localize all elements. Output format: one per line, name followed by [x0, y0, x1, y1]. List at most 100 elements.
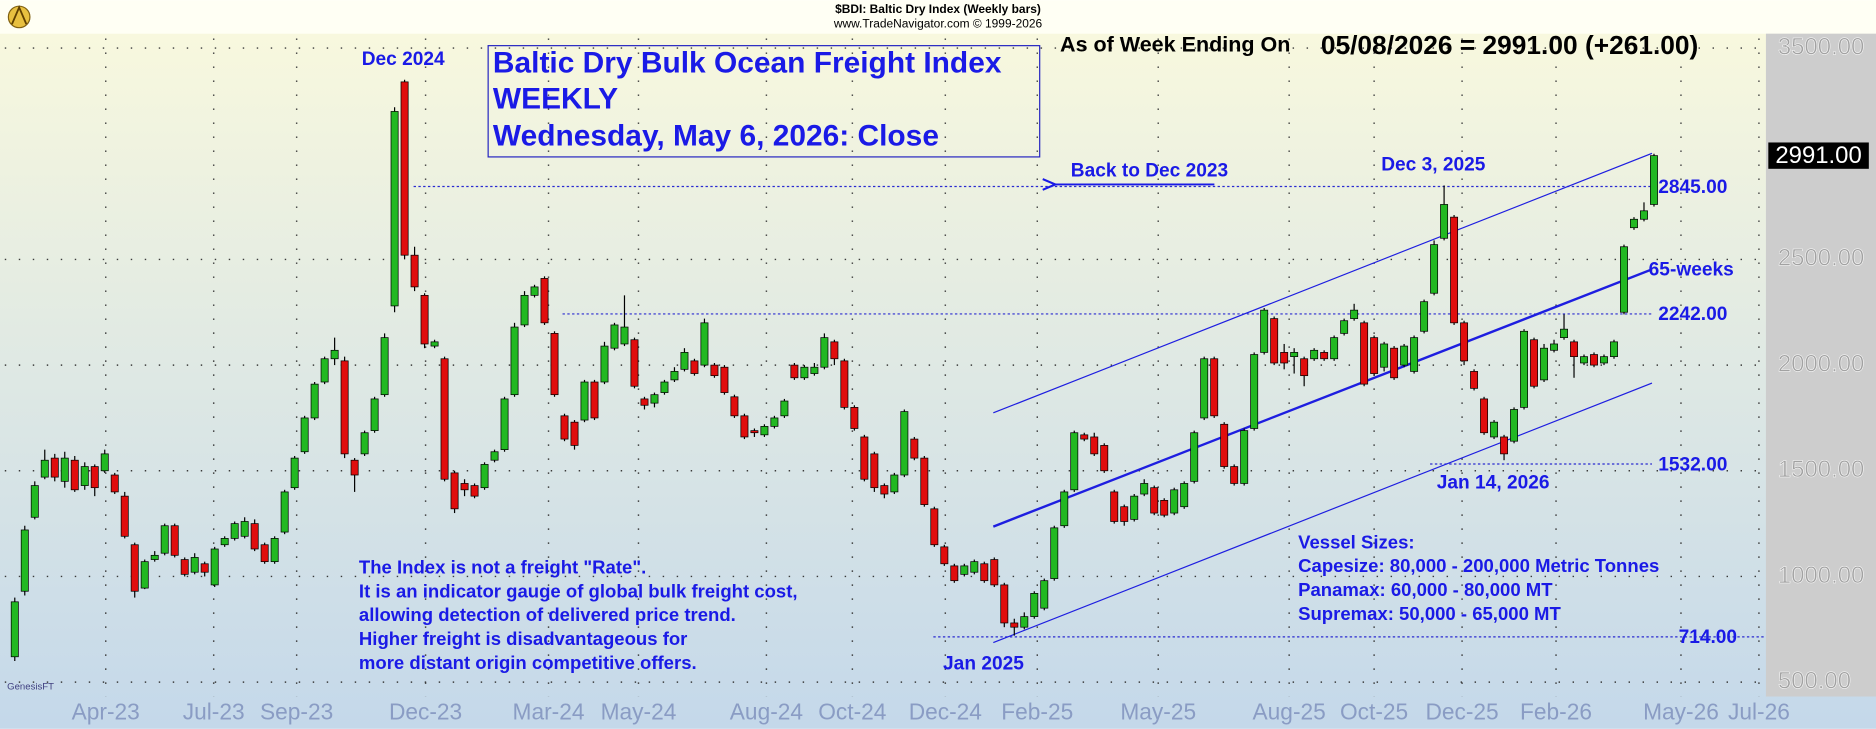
candle-body — [1500, 436, 1509, 455]
candle-body — [60, 457, 69, 482]
candle-body — [370, 398, 379, 431]
candle-body — [1570, 341, 1578, 358]
level-label: 714.00 — [1679, 627, 1738, 648]
x-tick-label: Dec-25 — [1425, 698, 1498, 724]
candle-body — [1460, 322, 1469, 362]
candle-body — [750, 430, 759, 434]
x-tick-label: Jul-26 — [1728, 698, 1790, 724]
annotation: Dec 3, 2025 — [1381, 154, 1486, 175]
x-tick-label: Feb-26 — [1520, 698, 1592, 724]
candle-body — [640, 398, 649, 406]
candle-body — [130, 544, 139, 592]
y-tick-label: 2500.00 — [1778, 245, 1864, 272]
candle-body — [200, 563, 209, 573]
candle-body — [160, 525, 169, 554]
candle-body — [850, 407, 859, 429]
candle-body — [240, 521, 249, 537]
x-tick-label: Aug-25 — [1253, 698, 1326, 724]
candle-body — [1160, 500, 1169, 516]
candle-body — [1200, 358, 1209, 419]
candle-body — [730, 396, 739, 417]
candle-body — [1310, 349, 1319, 360]
candle-body — [1630, 218, 1638, 229]
candle-body — [1560, 328, 1568, 338]
x-tick-label: Mar-24 — [513, 698, 585, 724]
candle-body — [1530, 339, 1538, 387]
candle-body — [140, 561, 149, 589]
candle-body — [660, 381, 669, 393]
candle-body — [350, 459, 359, 476]
watermark: GenesisFT — [7, 681, 54, 692]
candle-body — [520, 294, 529, 326]
candle-body — [1420, 301, 1429, 332]
candle-body — [860, 436, 869, 480]
candle-body — [810, 366, 819, 374]
candle-body — [1580, 356, 1588, 364]
candle-body — [10, 601, 19, 658]
x-tick-label: Sep-23 — [260, 698, 333, 724]
candle-body — [70, 459, 79, 491]
candle-body — [470, 485, 479, 497]
candle-body — [700, 322, 709, 366]
candle-body — [1380, 343, 1389, 368]
y-tick-label: 1500.00 — [1778, 456, 1864, 483]
candle-body — [950, 565, 959, 582]
candle-body — [180, 559, 189, 575]
candle-body — [1240, 430, 1249, 484]
candle-body — [610, 324, 619, 349]
x-tick-label: Oct-25 — [1340, 698, 1408, 724]
header-line: $BDI: Baltic Dry Index (Weekly bars) — [835, 2, 1041, 16]
candle-body — [800, 366, 809, 379]
candle-body — [530, 286, 539, 296]
candle-body — [680, 352, 689, 370]
candle-body — [280, 491, 289, 533]
candle-body — [1270, 318, 1279, 364]
candle-body — [1290, 352, 1299, 358]
candle-body — [40, 459, 49, 478]
candle-body — [1060, 491, 1069, 527]
candle-body — [970, 561, 979, 573]
candle-body — [1620, 246, 1628, 313]
candle-body — [1320, 352, 1329, 360]
candle-body — [270, 538, 279, 563]
candle-body — [1300, 358, 1309, 377]
channel-mid — [992, 268, 1653, 528]
candle-body — [1650, 155, 1658, 205]
candle-body — [650, 394, 659, 404]
note-line: more distant origin competitive offers. — [359, 652, 697, 673]
x-tick-label: Aug-24 — [730, 698, 803, 724]
candle-body — [930, 508, 939, 546]
candle-body — [30, 485, 39, 518]
marks — [10, 79, 1658, 662]
candle-body — [920, 457, 929, 505]
candle-body — [1040, 580, 1049, 609]
title-box — [487, 45, 1041, 158]
note-line: Higher freight is disadvantageous for — [359, 628, 687, 649]
candle-body — [100, 453, 109, 472]
candle-body — [1520, 330, 1528, 408]
candle-body — [460, 483, 469, 491]
candle-body — [1150, 487, 1159, 514]
candle-body — [490, 451, 499, 461]
candle-body — [760, 426, 769, 436]
candle-body — [780, 400, 789, 417]
vessel-line: Supremax: 50,000 - 65,000 MT — [1298, 603, 1561, 624]
candle-body — [440, 358, 449, 480]
candle-body — [670, 371, 679, 381]
candle-body — [1540, 347, 1548, 381]
candle-body — [220, 538, 229, 546]
candle-body — [870, 453, 879, 489]
candle-body — [1230, 466, 1239, 484]
channel-upper — [993, 152, 1653, 414]
candle-body — [560, 415, 569, 440]
candle-body — [80, 466, 89, 486]
candle-body — [1070, 432, 1079, 491]
candle-body — [600, 345, 609, 383]
candle-body — [1590, 354, 1598, 366]
overlay — [413, 152, 1766, 644]
candle-body — [550, 333, 559, 396]
title-line: Wednesday, May 6, 2026: Close — [493, 120, 939, 153]
candle-body — [1400, 345, 1409, 366]
